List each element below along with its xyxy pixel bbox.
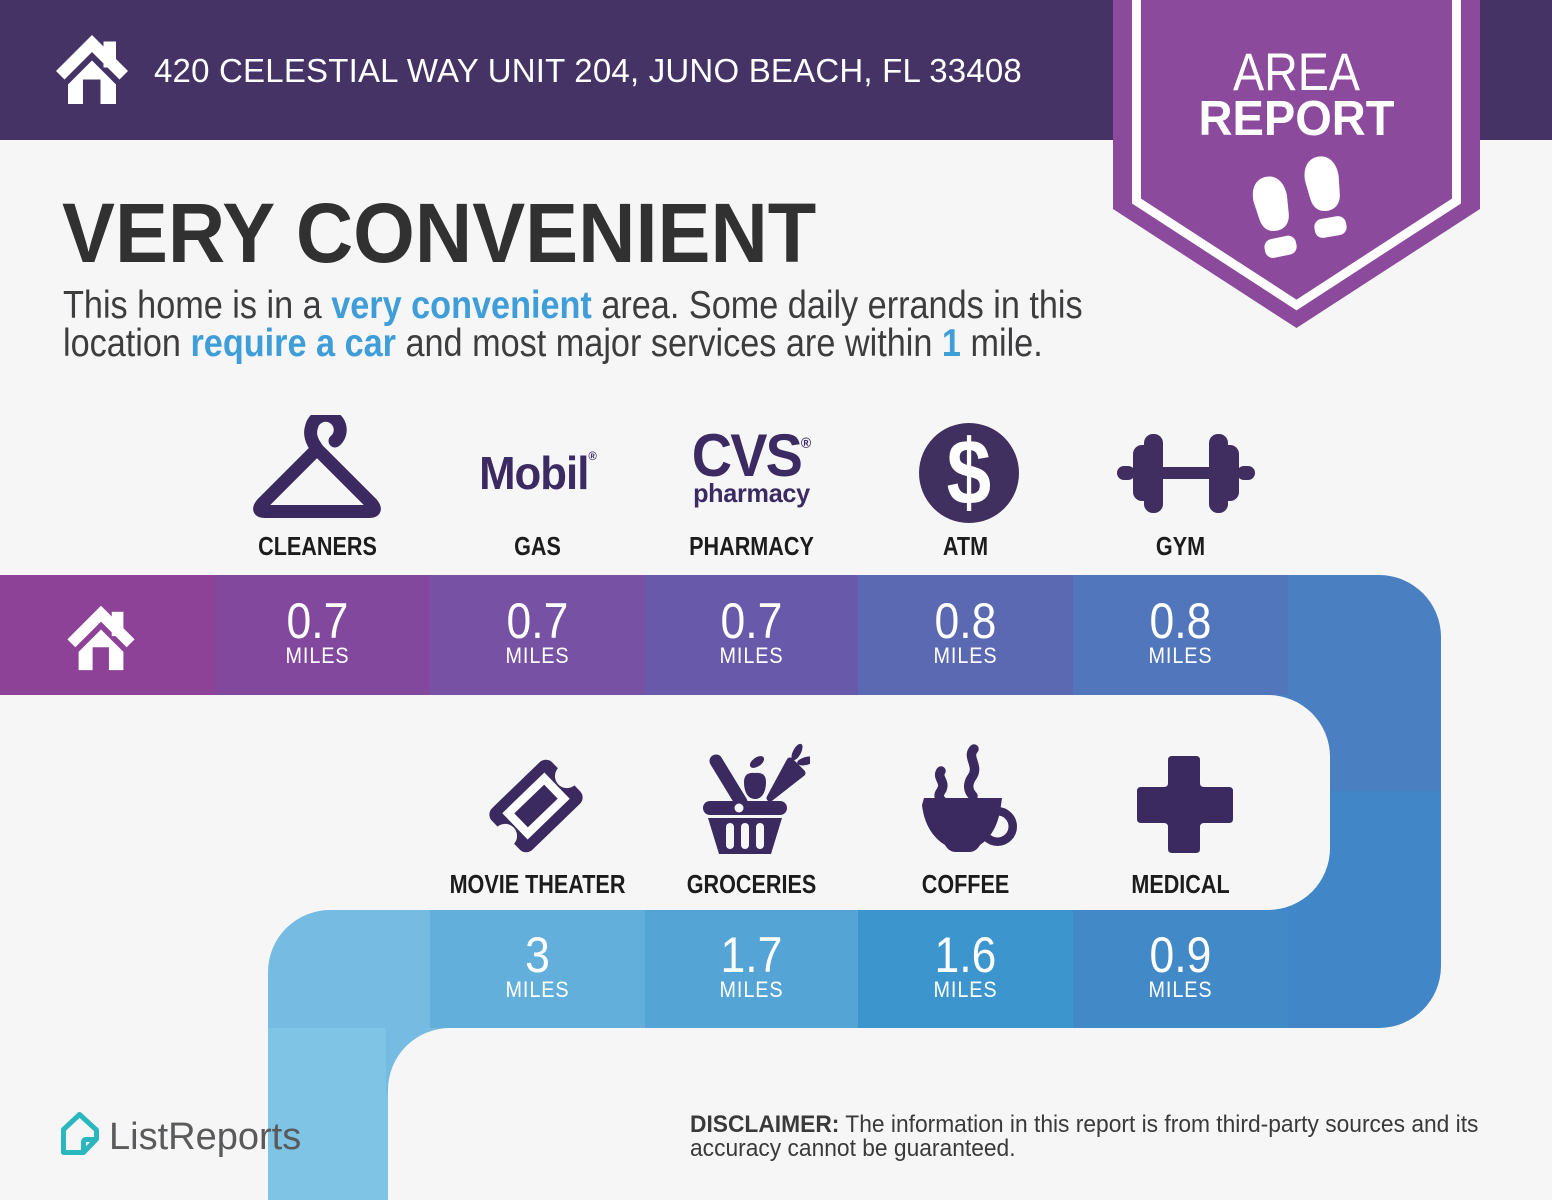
svg-text:REPORT: REPORT [1199,92,1395,146]
svg-text:AREA: AREA [1233,43,1361,102]
